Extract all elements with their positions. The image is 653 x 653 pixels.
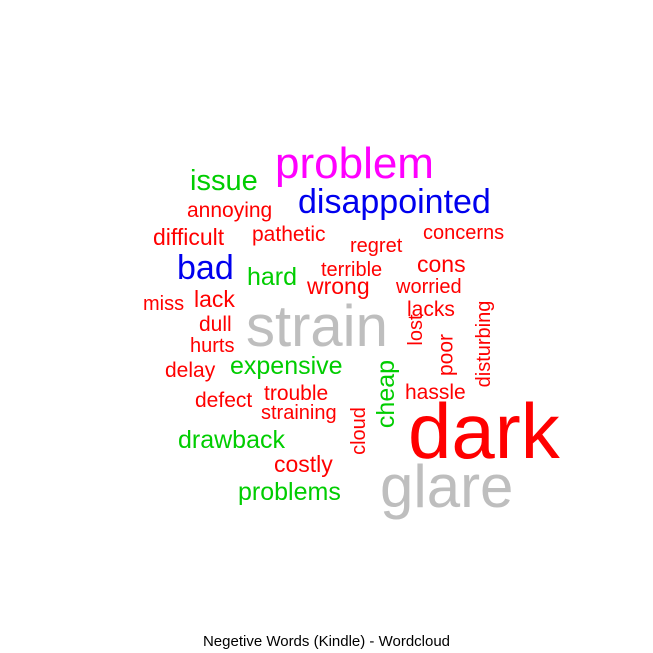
word-miss: miss (143, 293, 184, 315)
word-hard: hard (247, 263, 297, 291)
word-pathetic: pathetic (252, 223, 326, 246)
word-disturbing: disturbing (473, 301, 495, 388)
word-lacks: lacks (407, 298, 455, 321)
word-straining: straining (261, 402, 337, 424)
word-issue: issue (190, 165, 258, 197)
word-dark: dark (408, 387, 561, 475)
word-cons: cons (417, 251, 466, 277)
word-lost: lost (405, 314, 427, 346)
word-hurts: hurts (190, 335, 234, 357)
chart-title: Negetive Words (Kindle) - Wordcloud (202, 633, 451, 650)
word-bad: bad (177, 249, 234, 287)
word-regret: regret (350, 235, 403, 257)
word-poor: poor (435, 334, 458, 376)
word-cheap: cheap (372, 360, 400, 428)
word-difficult: difficult (153, 224, 225, 250)
word-cloud: cloud (348, 407, 370, 455)
word-hassle: hassle (405, 381, 466, 404)
word-disappointed: disappointed (298, 183, 491, 221)
word-terrible: terrible (321, 259, 382, 281)
word-delay: delay (165, 359, 216, 382)
word-drawback: drawback (178, 426, 285, 454)
word-worried: worried (395, 276, 462, 298)
word-problems: problems (238, 478, 341, 506)
word-trouble: trouble (264, 382, 328, 405)
word-lack: lack (194, 286, 235, 312)
word-annoying: annoying (187, 199, 272, 222)
word-strain: strain (246, 294, 388, 359)
word-dull: dull (199, 313, 232, 336)
word-wrong: wrong (306, 273, 370, 299)
word-costly: costly (274, 451, 333, 477)
word-glare: glare (380, 453, 513, 520)
word-problem: problem (275, 139, 434, 188)
word-concerns: concerns (423, 222, 504, 244)
word-defect: defect (195, 389, 252, 412)
word-expensive: expensive (230, 352, 343, 380)
